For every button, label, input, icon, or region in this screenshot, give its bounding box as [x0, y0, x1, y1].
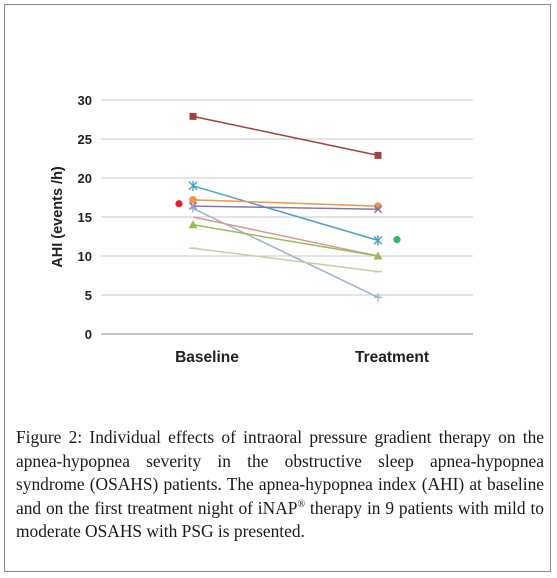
figure-caption: Figure 2: Individual effects of intraora…: [16, 426, 544, 544]
x-tick-label-baseline: Baseline: [175, 349, 239, 366]
y-tick-label-30: 30: [78, 93, 92, 108]
series-4-point-2: [373, 205, 383, 214]
series-7-point-2: [373, 251, 383, 260]
series-5-point-2: [374, 293, 382, 302]
series-2-point-1: [188, 180, 198, 191]
series-1-point-1: [189, 112, 197, 120]
mean-point-baseline: [175, 200, 183, 208]
series-1-line: [192, 115, 379, 157]
y-tick-label-0: 0: [85, 327, 92, 342]
y-tick-label-25: 25: [78, 132, 92, 147]
figure-frame: [4, 4, 551, 572]
y-tick-label-10: 10: [78, 249, 92, 264]
series-8-line: [192, 247, 379, 273]
series-5-line: [192, 207, 379, 299]
series-6-line: [192, 216, 379, 257]
caption-text-2: therapy in 9 patients with mild to moder…: [16, 497, 544, 542]
series-7-point-1: [188, 220, 198, 229]
ahi-line-chart: 0 5 10 15 20 25 30 Baseline Treatment AHI (events…: [50, 93, 473, 366]
series-4-line: [192, 205, 379, 210]
series-7-line: [192, 224, 379, 257]
caption-label: Figure 2:: [16, 427, 83, 447]
series-5-point-1: [189, 204, 197, 213]
mean-point-treatment: [393, 236, 401, 244]
caption-text-1: Individual effects of intraoral pressure…: [16, 427, 545, 518]
series-2-line: [192, 185, 379, 242]
y-tick-label-5: 5: [85, 288, 92, 303]
series-3-line: [192, 199, 379, 207]
y-tick-label-15: 15: [78, 210, 92, 225]
series-3-point-1: [189, 196, 197, 204]
series-1-point-2: [374, 151, 382, 159]
series-2-point-2: [373, 235, 383, 246]
y-tick-label-20: 20: [78, 171, 92, 186]
y-axis-label: AHI (events /h): [50, 166, 66, 268]
registered-mark: ®: [297, 498, 306, 510]
x-tick-label-treatment: Treatment: [355, 349, 429, 366]
